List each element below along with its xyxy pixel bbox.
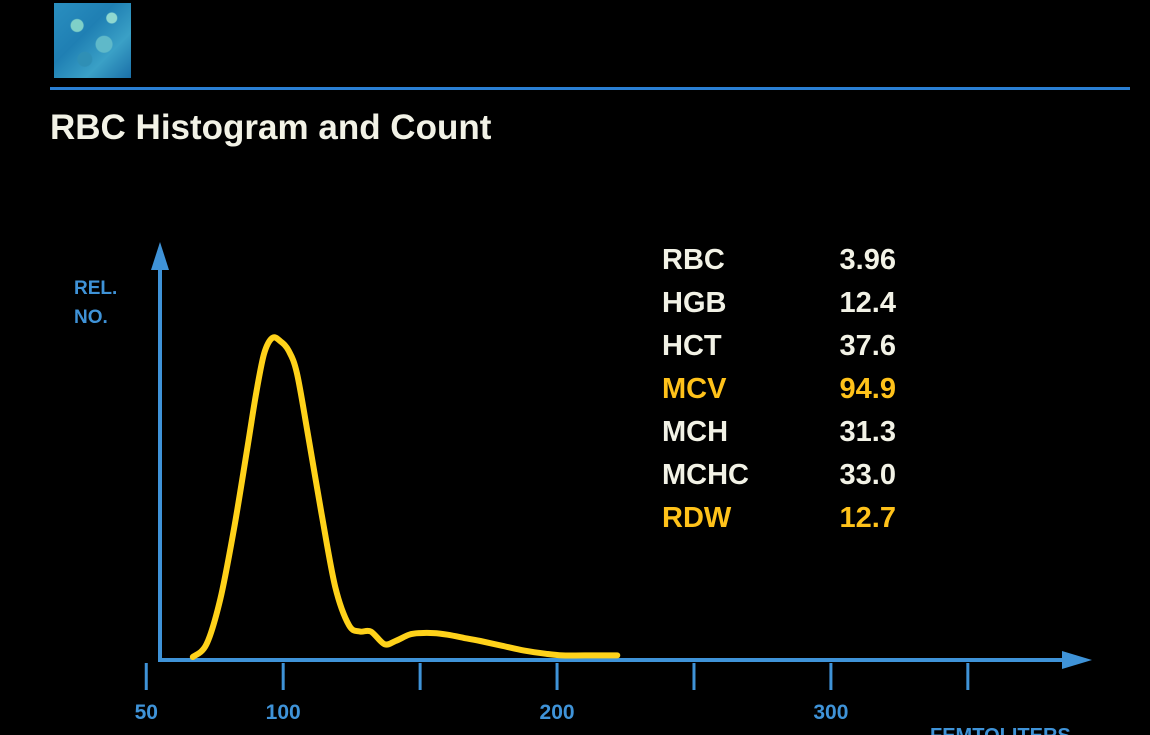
x-axis [158,651,1092,669]
y-axis [151,242,169,660]
stat-row-rbc: RBC 3.96 [662,240,922,283]
histogram-curve [189,334,621,660]
blue-mosaic-logo [54,3,131,78]
y-axis-arrow [151,242,169,270]
stat-row-rdw: RDW 12.7 [662,498,922,541]
x-tick-label-50: 50 [135,701,158,724]
stat-value-rbc: 3.96 [839,244,896,276]
stat-value-mchc: 33.0 [839,459,896,491]
x-axis-label: FEMTOLITERS [930,725,1071,735]
x-tick-labels: 50 100 200 300 [135,701,849,724]
stat-label-mchc: MCHC [662,459,749,491]
stat-row-mcv: MCV 94.9 [662,369,922,412]
stat-label-hct: HCT [662,330,722,362]
stat-value-rdw: 12.7 [839,502,896,534]
rbc-indices-panel: RBC 3.96 HGB 12.4 HCT 37.6 MCV 94.9 MCH … [662,240,922,541]
header-rule [50,87,1130,90]
x-tick-label-300: 300 [813,701,848,724]
page-title: RBC Histogram and Count [50,108,492,147]
stat-label-rbc: RBC [662,244,725,276]
stat-value-hct: 37.6 [839,330,896,362]
stat-value-mcv: 94.9 [839,373,896,405]
x-ticks [144,663,970,690]
stat-row-mch: MCH 31.3 [662,412,922,455]
stat-row-mchc: MCHC 33.0 [662,455,922,498]
x-tick-label-100: 100 [266,701,301,724]
stat-value-mch: 31.3 [839,416,896,448]
stat-label-mcv: MCV [662,373,727,405]
stat-row-hct: HCT 37.6 [662,326,922,369]
stat-value-hgb: 12.4 [839,287,896,319]
x-tick-label-200: 200 [540,701,575,724]
stat-label-mch: MCH [662,416,729,448]
y-axis-label-line-1: REL. [74,278,117,299]
x-axis-arrow [1062,651,1092,669]
stat-label-hgb: HGB [662,287,727,319]
y-axis-label-line-2: NO. [74,307,108,328]
stat-row-hgb: HGB 12.4 [662,283,922,326]
stat-label-rdw: RDW [662,502,732,534]
